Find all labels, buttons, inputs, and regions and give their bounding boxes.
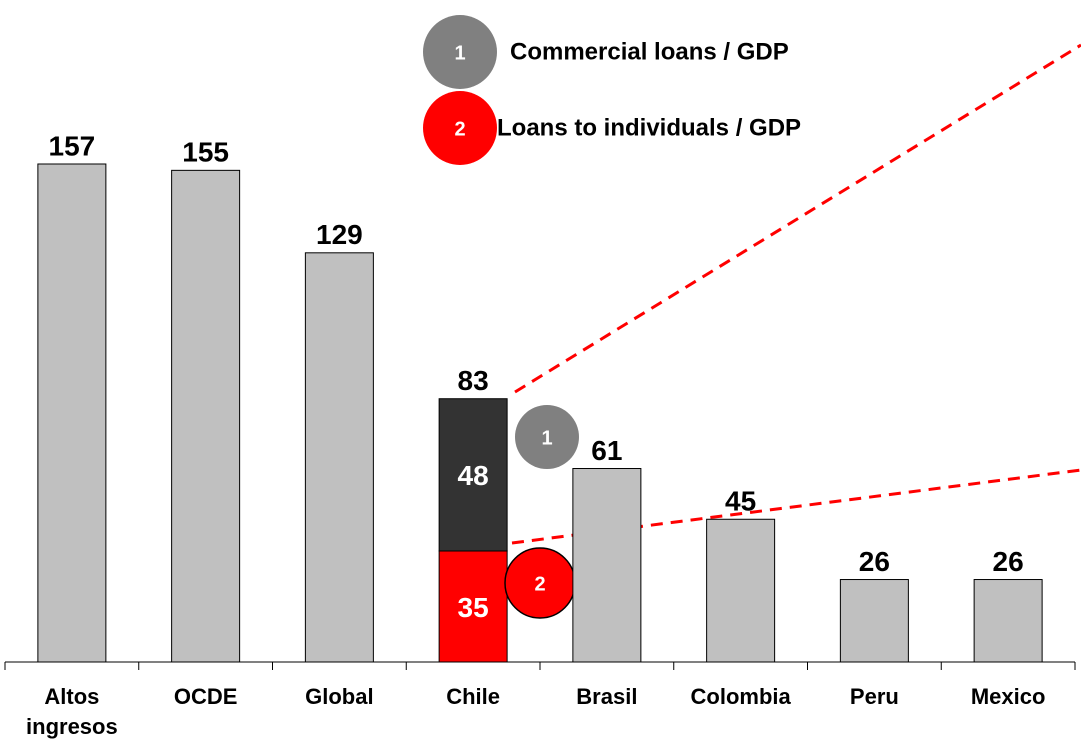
legend-marker: 2 [454,118,465,140]
x-tick-label: Brasil [576,684,638,709]
legend-swatch [423,91,497,165]
value-label: 45 [725,486,756,517]
segment-label: 48 [458,460,489,491]
bar [572,468,642,663]
x-tick-label: Mexico [970,684,1046,709]
legend-marker: 1 [454,42,465,64]
bar-segment [438,550,508,663]
legend-label: Loans to individuals / GDP [497,114,801,141]
x-tick-label: Altos ingresos [26,684,118,739]
value-label: 83 [458,365,489,396]
segment-label: 35 [458,592,489,623]
x-tick-label: OCDE [173,684,238,709]
legend-swatch [423,15,497,89]
guide-line [511,468,1081,545]
bar [839,579,909,663]
value-label: 26 [993,546,1024,577]
badge [515,405,579,469]
value-label: 155 [182,137,229,168]
x-tick-label: Colombia [690,684,791,709]
bar [706,518,776,663]
x-tick-label: Global [305,684,374,709]
bar [37,163,107,663]
value-label: 157 [49,130,96,161]
badge-label: 1 [541,427,552,449]
bar [304,252,374,663]
guide-line [514,43,1081,394]
badge-label: 2 [534,573,545,595]
x-tick-label: Peru [849,684,899,709]
bar-segment [438,398,508,552]
bar [973,579,1043,663]
value-label: 61 [591,435,622,466]
legend-label: Commercial loans / GDP [510,38,789,65]
x-tick-label: Chile [446,684,501,709]
value-label: 129 [316,219,363,250]
value-label: 26 [859,546,890,577]
bar [171,169,241,663]
